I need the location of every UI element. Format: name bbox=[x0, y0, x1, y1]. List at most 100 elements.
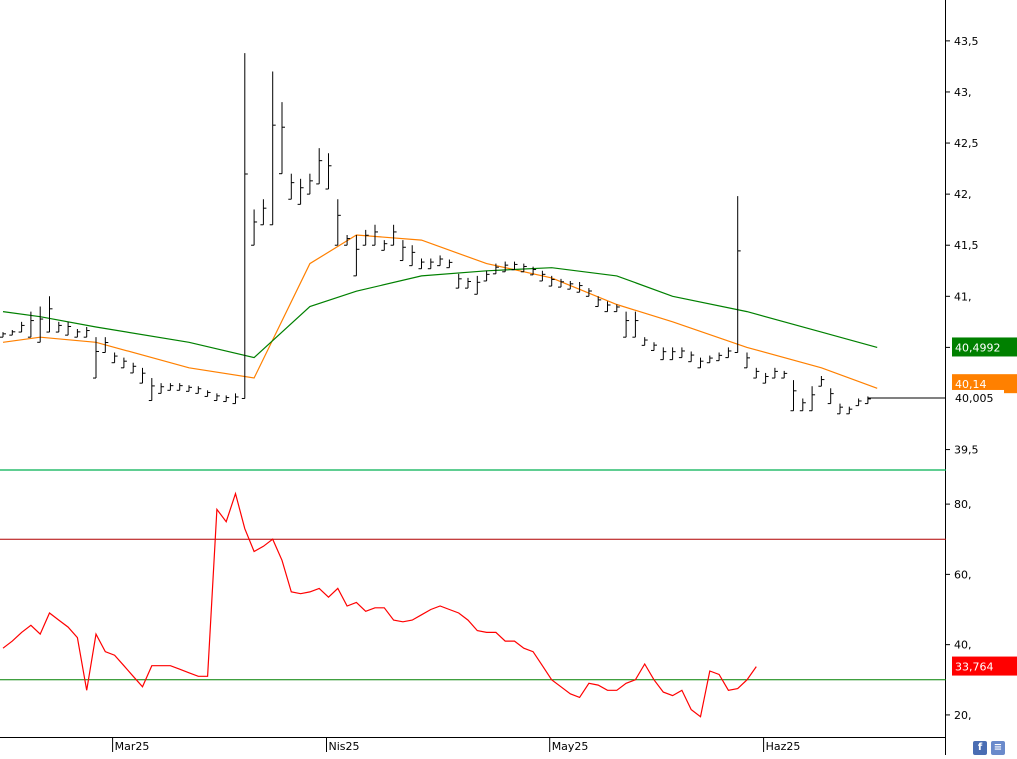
last-price-label: 40,005 bbox=[955, 392, 994, 405]
price-bar bbox=[613, 304, 620, 313]
price-bar bbox=[688, 351, 695, 363]
rsi-series-line bbox=[2, 491, 757, 718]
price-bar bbox=[558, 278, 564, 288]
price-bar bbox=[316, 148, 323, 185]
price-bar bbox=[771, 367, 778, 379]
oscillator-current-label: 33,764 bbox=[955, 661, 994, 674]
price-bar bbox=[846, 406, 853, 415]
price-bar bbox=[818, 376, 825, 387]
price-bar bbox=[381, 240, 388, 251]
price-bar bbox=[186, 385, 192, 392]
price-bar bbox=[409, 245, 416, 267]
ma-fast-value-label-bg bbox=[952, 374, 1017, 394]
price-tick-label: 43, bbox=[954, 86, 972, 99]
price-bar bbox=[306, 173, 313, 195]
price-bar bbox=[372, 224, 378, 246]
price-bar bbox=[716, 352, 723, 362]
price-bar bbox=[362, 229, 369, 246]
oscillator-tick-label: 60, bbox=[954, 568, 972, 581]
price-bar bbox=[502, 261, 509, 273]
oscillator-tick-label: 40, bbox=[954, 639, 972, 652]
oscillator-line bbox=[2, 491, 757, 718]
price-bar bbox=[567, 280, 574, 290]
price-bar bbox=[260, 199, 267, 226]
price-bar bbox=[176, 383, 183, 391]
price-bar bbox=[576, 282, 583, 293]
price-bar bbox=[706, 355, 713, 364]
price-bar bbox=[595, 296, 602, 308]
oscillator-label-bg bbox=[952, 656, 1017, 676]
ma-slow-line bbox=[2, 267, 878, 359]
price-bar bbox=[465, 277, 471, 289]
price-bar bbox=[511, 261, 518, 271]
price-bar bbox=[74, 329, 81, 338]
price-bar bbox=[809, 386, 816, 412]
price-bar bbox=[120, 357, 127, 369]
price-bar bbox=[697, 357, 704, 369]
oscillator-tick-label: 20, bbox=[954, 709, 972, 722]
settings-icon[interactable]: ≡ bbox=[991, 741, 1005, 755]
price-bar bbox=[651, 342, 657, 351]
price-bar bbox=[390, 224, 397, 246]
price-bar bbox=[530, 266, 537, 276]
price-bar bbox=[632, 311, 639, 338]
price-bar bbox=[827, 388, 834, 405]
price-tick-label: 41, bbox=[954, 290, 972, 303]
price-bar bbox=[855, 398, 862, 407]
price-bar bbox=[418, 258, 425, 270]
price-bar bbox=[195, 386, 202, 394]
month-label: Nis25 bbox=[329, 740, 360, 753]
oscillator-levels bbox=[0, 538, 946, 681]
zoom-icon[interactable]: f bbox=[973, 741, 987, 755]
price-bar bbox=[837, 403, 843, 415]
price-bar bbox=[288, 173, 295, 200]
price-bar bbox=[455, 273, 462, 289]
price-tick-label: 41,5 bbox=[954, 239, 979, 252]
price-bar bbox=[725, 347, 732, 359]
price-bars[interactable] bbox=[0, 53, 871, 415]
price-bar bbox=[269, 71, 276, 226]
price-bar bbox=[65, 321, 72, 336]
price-bar bbox=[790, 380, 797, 412]
time-axis: Mar25 Nis25 May25 Haz25 bbox=[112, 737, 800, 753]
price-tick-label: 43,5 bbox=[954, 35, 979, 48]
price-bar bbox=[130, 362, 137, 374]
price-bar bbox=[18, 321, 25, 333]
price-bar bbox=[520, 263, 527, 273]
price-bar bbox=[334, 199, 341, 246]
price-tick-label: 42, bbox=[954, 188, 972, 201]
price-bar bbox=[539, 270, 546, 282]
price-bar bbox=[762, 372, 769, 384]
price-bar bbox=[483, 270, 490, 282]
price-bar bbox=[27, 311, 34, 338]
moving-average-lines bbox=[2, 234, 878, 389]
price-bar bbox=[0, 332, 6, 338]
price-tick-label: 39,5 bbox=[954, 444, 979, 457]
price-bar bbox=[297, 178, 304, 205]
price-bar bbox=[223, 395, 230, 403]
price-bar bbox=[660, 347, 667, 361]
price-bar bbox=[427, 258, 434, 270]
price-bar bbox=[781, 370, 788, 379]
price-bar bbox=[241, 53, 248, 399]
price-bar bbox=[325, 153, 332, 190]
month-label: Mar25 bbox=[115, 740, 150, 753]
ma-fast-line bbox=[2, 234, 878, 389]
price-bar bbox=[399, 240, 406, 262]
oscillator-tick-label: 80, bbox=[954, 498, 972, 511]
price-bar bbox=[799, 398, 806, 412]
oscillator-axis-ticks: 80, 60, 40, 20, bbox=[946, 498, 972, 722]
price-bar bbox=[753, 367, 760, 379]
ma-slow-value-label-bg bbox=[952, 337, 1017, 357]
ma-fast-value-label: 40,14 bbox=[955, 378, 987, 391]
price-bar bbox=[548, 275, 555, 287]
price-bar bbox=[83, 326, 90, 338]
price-bar bbox=[585, 288, 592, 297]
price-bar bbox=[37, 306, 44, 343]
price-bar bbox=[213, 393, 220, 402]
price-bar bbox=[232, 393, 239, 405]
price-bar bbox=[139, 367, 146, 384]
